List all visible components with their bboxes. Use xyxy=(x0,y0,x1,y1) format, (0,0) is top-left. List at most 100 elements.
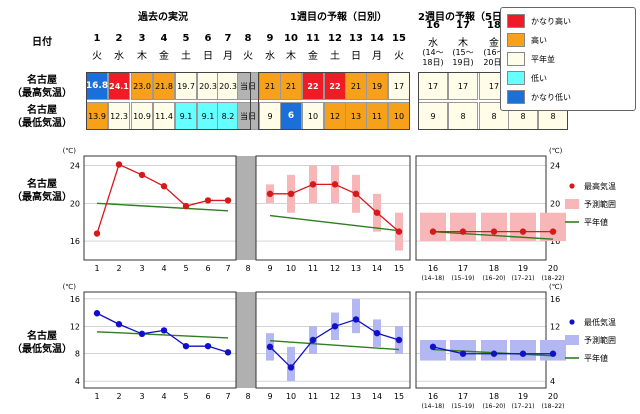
table-cell-low-10: 6 xyxy=(280,102,302,130)
forecast-point-high-11 xyxy=(309,181,317,188)
xtick-low-1: 1 xyxy=(94,392,99,401)
legend-obs-marker-high xyxy=(569,183,575,189)
week2-weekday-16: 水 xyxy=(428,38,438,49)
week2-point-high-3 xyxy=(490,228,498,235)
table-cell-low-16: 9 xyxy=(418,102,448,130)
normal-line-week1-low xyxy=(269,339,400,351)
observed-point-high-2 xyxy=(115,161,123,168)
legend-obs-marker-low xyxy=(569,319,575,325)
week2-point-low-3 xyxy=(490,350,498,357)
xtick-w2-sub-low-18: (16–20) xyxy=(483,403,506,410)
date-day-9: 9 xyxy=(266,33,274,44)
xtick-high-6: 6 xyxy=(205,264,210,273)
legend-item-much_low: かなり低い xyxy=(507,90,571,104)
xtick-low-7: 7 xyxy=(225,392,230,401)
legend-item-low: 低い xyxy=(507,71,547,85)
forecast-point-high-14 xyxy=(373,209,381,216)
unit-right-high: (℃) xyxy=(549,147,563,155)
week2-point-low-5 xyxy=(549,350,557,357)
xtick-w2-low-16: 16 xyxy=(428,392,438,401)
ytick-right-low-16: 16 xyxy=(550,295,560,304)
xtick-w2-sub-high-19: (17–21) xyxy=(512,275,535,282)
ytick-left-low-16: 16 xyxy=(70,295,80,304)
xtick-w2-low-17: 17 xyxy=(458,392,468,401)
row-label-high-kind: （最高気温） xyxy=(12,88,72,99)
row-label-low-kind: （最低気温） xyxy=(12,118,72,129)
table-cell-low-4: 11.4 xyxy=(153,102,175,130)
legend-item-normal: 平年並 xyxy=(507,52,555,66)
date-day-15: 15 xyxy=(392,33,406,44)
forecast-point-high-12 xyxy=(331,181,339,188)
today-band-low xyxy=(236,292,256,388)
legend-item-high: 高い xyxy=(507,33,547,47)
forecast-point-low-9 xyxy=(266,343,274,351)
date-day-14: 14 xyxy=(370,33,384,44)
date-day-2: 2 xyxy=(115,33,123,44)
xtick-high-2: 2 xyxy=(116,264,121,273)
xtick-high-12: 12 xyxy=(330,264,340,273)
week2-point-high-2 xyxy=(459,228,467,235)
ytick-right-low-4: 4 xyxy=(550,377,555,386)
ytick-right-high-16: 16 xyxy=(550,237,560,246)
date-day-4: 4 xyxy=(160,33,168,44)
ytick-right-high-20: 20 xyxy=(550,199,560,208)
legend-range-label-high: 予測範囲 xyxy=(584,199,616,209)
chart-label-low-kind: （最低気温） xyxy=(12,344,72,355)
legend-normal-label-low: 平年値 xyxy=(584,353,608,363)
week2-range-end-17: 19日) xyxy=(452,58,474,67)
date-day-6: 6 xyxy=(204,33,212,44)
table-cell-low-3: 10.9 xyxy=(131,102,153,130)
chart-label-high: 名古屋 （最高気温） xyxy=(4,178,80,204)
week2-point-high-4 xyxy=(519,228,527,235)
week2-point-high-5 xyxy=(549,228,557,235)
xtick-high-4: 4 xyxy=(161,264,166,273)
chart-label-high-kind: （最高気温） xyxy=(12,192,72,203)
forecast-point-high-13 xyxy=(352,190,360,198)
chart-label-low: 名古屋 （最低気温） xyxy=(4,330,80,356)
xtick-low-5: 5 xyxy=(183,392,188,401)
chart-frame-high-1 xyxy=(255,155,411,261)
xtick-low-2: 2 xyxy=(116,392,121,401)
chart-label-high-city: 名古屋 xyxy=(27,179,57,190)
week2-point-low-4 xyxy=(519,350,527,357)
chart-label-low-city: 名古屋 xyxy=(27,331,57,342)
date-day-12: 12 xyxy=(328,33,342,44)
ytick-left-low-4: 4 xyxy=(75,377,80,386)
date-weekday-6: 日 xyxy=(203,51,213,62)
xtick-low-12: 12 xyxy=(330,392,340,401)
legend-label-high: 高い xyxy=(531,35,547,45)
unit-right-low: (℃) xyxy=(549,283,563,291)
chart-frame-high-0 xyxy=(83,155,237,261)
date-weekday-8: 火 xyxy=(243,51,253,62)
forecast-point-high-9 xyxy=(266,190,274,198)
xtick-high-13: 13 xyxy=(351,264,361,273)
ytick-left-low-8: 8 xyxy=(75,350,80,359)
legend-range-swatch-high xyxy=(565,199,579,209)
xtick-low-11: 11 xyxy=(308,392,318,401)
observed-point-low-4 xyxy=(160,327,168,334)
forecast-point-low-13 xyxy=(352,316,360,323)
ytick-left-high-24: 24 xyxy=(70,161,80,170)
xtick-w2-high-16: 16 xyxy=(428,264,438,273)
legend-obs-label-low: 最低気温 xyxy=(584,317,616,327)
week2-range-start-18: (16～ xyxy=(483,48,505,57)
xtick-w2-low-20: 20 xyxy=(548,392,558,401)
unit-left-low: (℃) xyxy=(63,283,77,291)
legend-obs-label-high: 最高気温 xyxy=(584,181,616,191)
date-day-8: 8 xyxy=(244,33,252,44)
observed-point-high-4 xyxy=(160,183,168,190)
legend-range-label-low: 予測範囲 xyxy=(584,335,616,345)
date-day-13: 13 xyxy=(349,33,363,44)
normal-line-week2-high xyxy=(432,230,554,240)
row-label-date: 日付 xyxy=(32,37,52,48)
xtick-w2-sub-high-17: (15–19) xyxy=(452,275,475,282)
week2-range-high-5 xyxy=(540,212,566,242)
observed-point-low-6 xyxy=(204,342,212,350)
xtick-high-1: 1 xyxy=(94,264,99,273)
legend-normal-label-high: 平年値 xyxy=(584,217,608,227)
week2-weekday-17: 木 xyxy=(458,38,468,49)
week2-range-start-16: (14～ xyxy=(422,48,444,57)
xtick-w2-sub-low-19: (17–21) xyxy=(512,403,535,410)
legend-swatch-much_low xyxy=(507,90,525,104)
